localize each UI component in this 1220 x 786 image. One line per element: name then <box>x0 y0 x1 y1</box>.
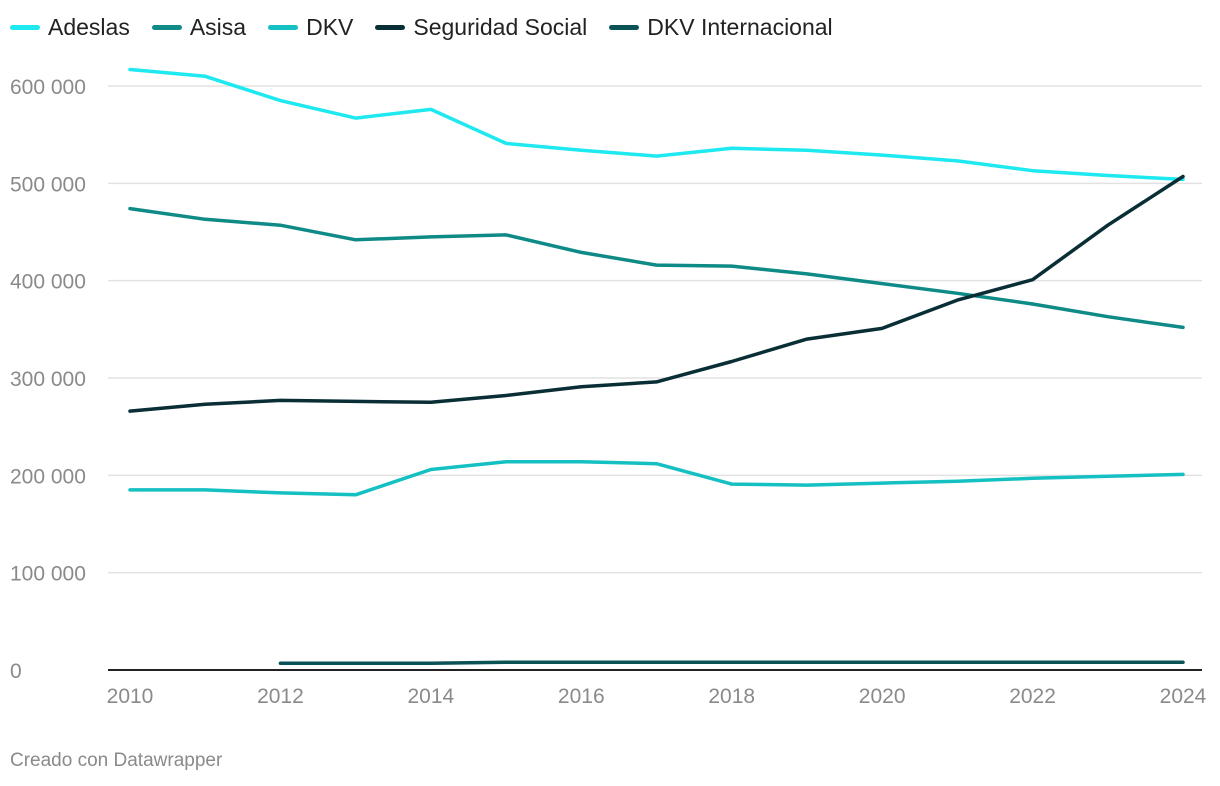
legend-item-dkv: DKV <box>268 14 353 41</box>
y-tick-label: 400 000 <box>10 271 86 294</box>
legend-label: DKV Internacional <box>647 14 833 40</box>
x-tick-label: 2018 <box>708 685 755 708</box>
series-line-dkv-internacional <box>278 660 1185 665</box>
chart-legend: Adeslas Asisa DKV Seguridad Social DKV Inter… <box>10 14 833 41</box>
legend-item-seguridad-social: Seguridad Social <box>375 14 587 41</box>
legend-item-asisa: Asisa <box>151 14 247 41</box>
x-tick-label: 2024 <box>1160 685 1207 708</box>
legend-item-adeslas: Adeslas <box>10 14 130 41</box>
series-line-dkv <box>128 459 1185 497</box>
y-tick-label: 500 000 <box>10 173 86 196</box>
x-tick-label: 2012 <box>257 685 304 708</box>
y-tick-label: 200 000 <box>10 465 86 488</box>
legend-label: DKV <box>306 14 354 40</box>
y-tick-label: 0 <box>10 660 22 683</box>
y-tick-label: 600 000 <box>10 76 86 99</box>
series-line-asisa <box>128 206 1185 330</box>
legend-swatch <box>375 25 406 30</box>
chart-credit: Creado con Datawrapper <box>10 750 223 771</box>
legend-label: Seguridad Social <box>413 14 588 40</box>
series-line-seguridad-social <box>128 174 1185 413</box>
x-tick-label: 2010 <box>107 685 154 708</box>
series-line-adeslas <box>128 67 1185 182</box>
x-tick-label: 2016 <box>558 685 605 708</box>
legend-swatch <box>10 25 40 30</box>
x-tick-label: 2014 <box>407 685 454 708</box>
legend-item-dkv-internacional: DKV Internacional <box>609 14 833 41</box>
y-tick-label: 300 000 <box>10 368 86 391</box>
x-tick-label: 2022 <box>1009 685 1056 708</box>
legend-swatch <box>268 25 299 30</box>
x-tick-label: 2020 <box>859 685 906 708</box>
y-tick-label: 100 000 <box>10 563 86 586</box>
legend-label: Adeslas <box>48 14 130 40</box>
legend-swatch <box>151 25 182 30</box>
legend-swatch <box>609 25 640 30</box>
legend-label: Asisa <box>189 14 247 40</box>
